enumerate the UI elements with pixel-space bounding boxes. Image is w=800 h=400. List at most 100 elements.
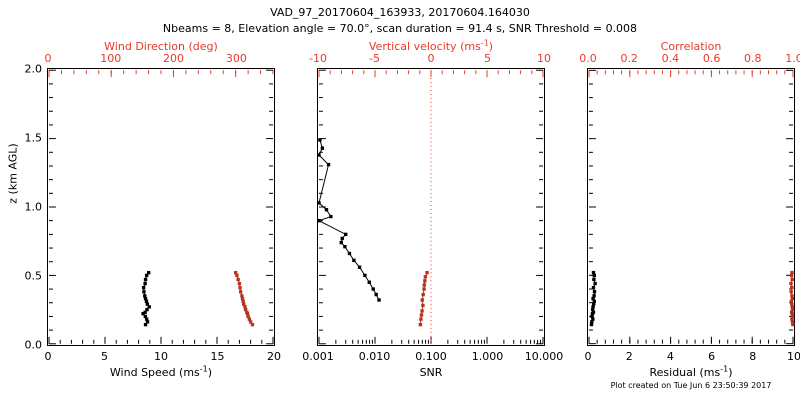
data-point-marker — [145, 302, 150, 306]
axis-tick-label: 8 — [749, 350, 757, 363]
data-point-marker — [238, 290, 243, 294]
data-point-marker — [144, 273, 149, 278]
data-point-marker — [790, 317, 794, 321]
data-point-marker — [791, 322, 795, 327]
data-point-marker — [422, 287, 426, 291]
data-point-marker — [317, 201, 321, 205]
data-point-marker — [144, 317, 149, 321]
data-point-marker — [590, 320, 594, 324]
data-point-marker — [423, 275, 428, 279]
axis-tick-label: 2 — [625, 350, 633, 363]
axis-tick-label: 15 — [210, 350, 225, 363]
data-point-marker — [790, 277, 794, 282]
data-point-marker — [326, 162, 331, 167]
data-point-marker — [367, 280, 371, 284]
figure-subtitle: Nbeams = 8, Elevation angle = 70.0°, sca… — [162, 22, 638, 35]
data-point-marker — [143, 281, 147, 286]
data-point-marker — [590, 314, 594, 319]
panel-2-top-axis-ticks: -10 -5 0 5 10 — [309, 52, 551, 65]
panel-3-top-axis-ticks: 0.0 0.2 0.4 0.6 0.8 1.0 — [579, 52, 800, 65]
panel-3-bottom-axis-title: Residual (ms-1) — [649, 364, 733, 379]
data-point-marker — [146, 270, 151, 275]
panel-1-bottom-axis-ticks: 0 5 10 15 20 — [45, 350, 282, 363]
axis-tick-label: 20 — [267, 350, 281, 363]
data-point-marker — [789, 299, 794, 303]
axis-tick-label: 0.001 — [302, 350, 334, 363]
axis-tick-label: 0.6 — [702, 52, 721, 65]
panel-2-bottom-axis-title: SNR — [419, 366, 443, 379]
data-point-marker — [145, 320, 150, 324]
data-point-marker — [347, 251, 352, 256]
data-point-marker — [143, 277, 148, 282]
axis-tick-label: 0 — [44, 52, 52, 65]
axis-tick-label: 4 — [666, 350, 674, 363]
data-point-marker — [352, 258, 356, 263]
data-point-marker — [329, 214, 333, 219]
data-point-marker — [240, 294, 244, 298]
data-point-marker — [422, 283, 426, 287]
data-point-marker — [145, 307, 149, 312]
data-point-marker — [233, 270, 238, 275]
panel-3-top-axis-title: Correlation — [660, 40, 722, 53]
data-point-marker — [790, 294, 794, 298]
data-point-marker — [592, 273, 596, 278]
data-point-marker — [374, 292, 378, 297]
data-point-marker — [591, 270, 596, 275]
data-point-marker — [790, 320, 795, 324]
data-point-marker — [245, 312, 250, 316]
panel-3-plot-area — [588, 69, 795, 345]
data-point-marker — [592, 294, 596, 298]
panel-wind — [47, 68, 275, 346]
data-point-marker — [418, 322, 423, 327]
axis-tick-label: 10 — [537, 52, 551, 65]
data-point-marker — [235, 273, 239, 278]
data-point-marker — [790, 285, 794, 290]
data-point-marker — [592, 277, 596, 282]
data-point-marker — [320, 146, 325, 150]
axis-tick-label: 0.0 — [579, 52, 597, 65]
axis-tick-label: 0.4 — [661, 52, 680, 65]
data-point-marker — [243, 307, 248, 312]
data-point-marker — [790, 296, 795, 301]
data-point-marker — [143, 294, 147, 298]
data-point-marker — [421, 303, 425, 308]
data-point-marker — [377, 298, 381, 302]
y-tick-label: 1.0 — [24, 200, 43, 214]
data-point-marker — [790, 305, 794, 309]
data-point-marker — [237, 281, 242, 286]
axis-tick-label: 0.2 — [620, 52, 638, 65]
data-point-marker — [589, 322, 594, 327]
data-point-marker — [789, 290, 793, 294]
data-point-marker — [591, 285, 596, 290]
panel-snr — [317, 68, 545, 346]
panel-1-top-axis-ticks: 0 100 200 300 — [44, 52, 275, 65]
data-point-marker — [419, 313, 424, 317]
axis-tick-label: -5 — [369, 52, 380, 65]
axis-tick-label: 5 — [101, 350, 108, 363]
data-point-marker — [591, 317, 595, 321]
data-point-marker — [590, 311, 595, 316]
panel-3-bottom-axis-ticks: 0 2 4 6 8 10 — [585, 350, 800, 363]
y-tick-label: 0.0 — [24, 338, 43, 352]
data-point-marker — [248, 320, 253, 324]
axis-tick-label: 0.010 — [358, 350, 391, 363]
data-point-marker — [317, 153, 321, 157]
data-point-marker — [250, 322, 255, 327]
data-point-marker — [344, 232, 348, 237]
data-point-marker — [236, 277, 240, 282]
panel-2-top-axis-title: Vertical velocity (ms-1) — [368, 38, 494, 53]
data-point-marker — [790, 314, 795, 319]
data-point-marker — [790, 270, 794, 275]
panel-1-plot-area — [48, 69, 274, 345]
data-point-marker — [371, 287, 375, 291]
axis-tick-label: 0 — [427, 52, 435, 65]
data-point-marker — [147, 305, 151, 309]
data-point-marker — [363, 273, 367, 278]
axis-tick-label: 1.000 — [471, 350, 504, 363]
axis-tick-label: 10 — [787, 350, 800, 363]
data-point-marker — [241, 299, 245, 304]
data-point-marker — [247, 317, 252, 321]
data-point-marker — [423, 279, 427, 283]
data-point-marker — [143, 314, 148, 319]
